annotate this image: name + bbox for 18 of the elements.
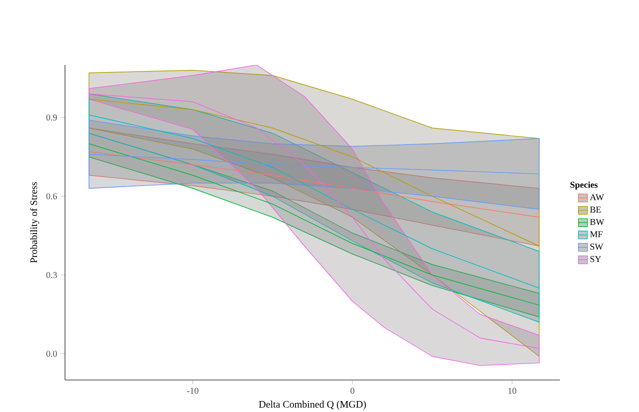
- line-series: [88, 98, 540, 246]
- y-tick-label: 0.0: [46, 350, 57, 357]
- y-tick-label: 0.9: [46, 114, 57, 121]
- legend-label: BE: [590, 206, 601, 213]
- y-tick-label: 0.3: [46, 272, 57, 278]
- x-axis-title: Delta Combined Q (MGD): [258, 400, 366, 410]
- x-tick-label: -10: [187, 388, 198, 394]
- legend-label: SY: [590, 256, 602, 262]
- legend-label: BW: [590, 218, 604, 225]
- legend-label: SW: [590, 244, 604, 250]
- legend-label: AW: [590, 194, 604, 200]
- y-axis-title: Probability of Stress: [30, 182, 40, 263]
- x-tick-label: 10: [508, 388, 516, 394]
- x-tick-label: 0: [350, 388, 354, 394]
- y-tick-label: 0.6: [46, 193, 57, 200]
- legend-title: Species: [570, 182, 598, 190]
- line-series: [88, 114, 540, 288]
- legend-label: MF: [590, 231, 602, 238]
